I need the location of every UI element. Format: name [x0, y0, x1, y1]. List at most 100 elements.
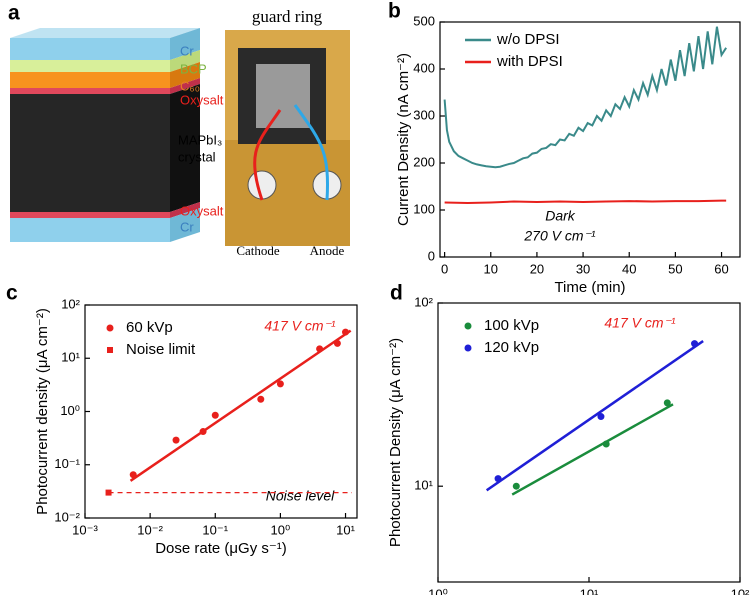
- layer-label: crystal: [178, 149, 216, 164]
- layer-top: [10, 28, 200, 38]
- legend-label: 60 kVp: [126, 319, 173, 336]
- annotation: 417 V cm⁻¹: [604, 315, 676, 331]
- fit-line: [485, 340, 704, 492]
- legend-swatch: [464, 322, 472, 330]
- marker: [105, 489, 112, 496]
- marker: [276, 380, 284, 388]
- layer-side: [170, 78, 200, 94]
- photo-label-bg: [225, 6, 350, 30]
- wire: [253, 109, 282, 201]
- layer-label: MAPbI₃: [178, 132, 222, 147]
- y-tick-label: 300: [413, 107, 435, 122]
- y-tick-label: 500: [413, 13, 435, 28]
- layer-cr: [10, 38, 170, 60]
- photo-contact: [247, 170, 277, 200]
- layer-label: BCP: [180, 61, 207, 76]
- x-tick-label: 30: [576, 261, 590, 276]
- fit-line: [511, 403, 674, 496]
- marker: [494, 475, 502, 483]
- layer-oxysalt: [10, 88, 170, 94]
- marker: [333, 339, 341, 347]
- annotation: 417 V cm⁻¹: [264, 318, 336, 334]
- layer-oxysalt: [10, 212, 170, 218]
- legend-swatch: [106, 324, 114, 332]
- marker: [172, 436, 180, 444]
- x-tick-label: 50: [668, 261, 682, 276]
- marker: [342, 328, 350, 336]
- x-tick-label: 10: [484, 261, 498, 276]
- legend-label: w/o DPSI: [496, 31, 560, 48]
- panel-label: a: [8, 2, 20, 25]
- line: [443, 26, 727, 169]
- layer-side: [170, 50, 200, 72]
- panel-label: b: [388, 0, 401, 23]
- layer-label: Oxysalt: [180, 92, 224, 107]
- y-tick-label: 100: [413, 201, 435, 216]
- layer-cr: [10, 218, 170, 242]
- marker: [199, 428, 207, 436]
- marker: [257, 395, 265, 403]
- x-tick-label: 60: [714, 261, 728, 276]
- x-tick-label: 0: [441, 261, 448, 276]
- x-tick-label: 10¹: [336, 522, 355, 537]
- fit-line: [129, 329, 352, 482]
- panel-a: a Cr BCP C₆₀ Oxysalt MAPbI₃ crystal Oxys…: [8, 2, 350, 258]
- layer-bcp: [10, 60, 170, 72]
- layer-label: Oxysalt: [180, 203, 224, 218]
- marker: [602, 440, 610, 448]
- line: [444, 199, 727, 204]
- x-tick-label: 40: [622, 261, 636, 276]
- marker: [691, 340, 699, 348]
- photo-label: guard ring: [252, 7, 323, 26]
- x-tick-label: 10⁻³: [72, 522, 98, 537]
- layer-label: C₆₀: [180, 78, 200, 93]
- layer-side: [170, 208, 200, 242]
- legend-swatch: [464, 344, 472, 352]
- legend-label: 100 kVp: [484, 317, 539, 334]
- layer-side: [170, 84, 200, 212]
- plot-frame: [84, 304, 358, 519]
- y-tick-label: 400: [413, 60, 435, 75]
- legend-label: with DPSI: [496, 53, 563, 70]
- layer-crystal: [10, 94, 170, 212]
- photo-label: Anode: [310, 243, 345, 258]
- y-tick-label: 10²: [61, 296, 80, 311]
- y-tick-label: 10²: [414, 294, 433, 309]
- y-tick-label: 10¹: [61, 350, 80, 365]
- y-tick-label: 10⁻¹: [54, 456, 80, 471]
- marker: [512, 482, 520, 490]
- layer-c60: [10, 72, 170, 88]
- layer-label: Cr: [180, 43, 194, 58]
- annotation: Noise level: [266, 488, 335, 504]
- y-tick-label: 10⁰: [60, 403, 80, 418]
- y-axis-label: Photocurrent density (μA cm⁻²): [34, 308, 51, 515]
- y-tick-label: 200: [413, 154, 435, 169]
- annotation: 270 V cm⁻¹: [523, 228, 596, 244]
- photo-sample: [256, 64, 310, 128]
- x-tick-label: 20: [530, 261, 544, 276]
- marker: [129, 471, 137, 479]
- plot-frame: [439, 21, 741, 258]
- x-tick-label: 10⁰: [428, 586, 448, 595]
- legend-label: Noise limit: [126, 341, 196, 358]
- x-axis-label: Time (min): [554, 279, 625, 296]
- x-tick-label: 10⁻²: [137, 522, 163, 537]
- x-tick-label: 10⁰: [271, 522, 291, 537]
- photo-label: Cathode: [236, 243, 280, 258]
- y-axis-label: Photocurrent Density (μA cm⁻²): [387, 338, 404, 547]
- wire: [293, 104, 329, 201]
- x-tick-label: 10⁻¹: [202, 522, 228, 537]
- marker: [316, 345, 324, 353]
- layer-side: [170, 28, 200, 60]
- layer-side: [170, 202, 200, 218]
- x-axis-label: Dose rate (μGy s⁻¹): [155, 540, 287, 557]
- y-tick-label: 0: [428, 248, 435, 263]
- legend-label: 120 kVp: [484, 339, 539, 356]
- y-tick-label: 10⁻²: [54, 509, 80, 524]
- marker: [211, 411, 219, 419]
- legend-swatch: [107, 347, 113, 353]
- y-axis-label: Current Density (nA cm⁻²): [395, 53, 412, 226]
- x-tick-label: 10¹: [580, 586, 599, 595]
- panel-label: c: [6, 282, 18, 305]
